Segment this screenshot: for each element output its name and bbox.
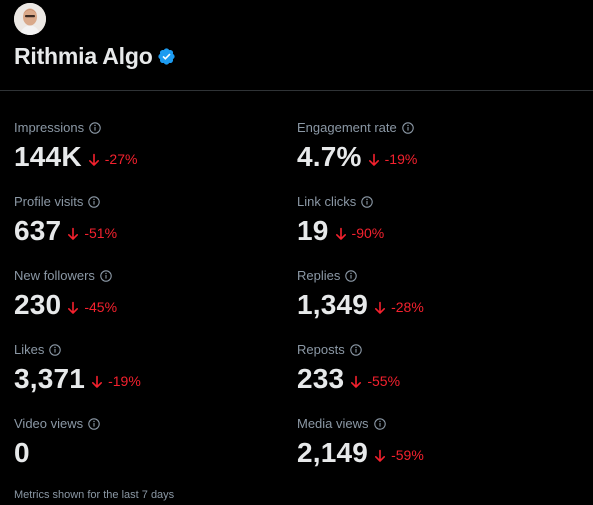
metric-change-value: -55% [367,373,401,389]
metric-value: 1,349 [297,289,369,320]
metric-change-value: -19% [108,373,141,389]
arrow-down-icon [91,375,103,389]
metric-change: -51% [67,225,117,241]
metric-change-value: -90% [351,225,385,241]
metric-likes: Likes 3,371 -19% [14,340,274,395]
metric-change: -90% [335,225,385,241]
metric-change: -28% [374,299,424,315]
info-icon[interactable] [49,343,62,356]
metric-label: Reposts [297,341,345,357]
metric-change: -45% [67,299,117,315]
arrow-down-icon [67,227,79,241]
metric-change-value: -51% [84,225,118,241]
metric-label: Likes [14,341,45,357]
profile-header: Rithmia Algo [14,40,176,72]
info-icon[interactable] [345,269,358,282]
metric-change: -55% [350,373,400,389]
metric-change-value: -45% [84,299,118,315]
verified-badge-icon [157,47,176,66]
metric-change: -27% [88,151,138,167]
info-icon[interactable] [401,121,414,134]
metric-change: -19% [368,151,418,167]
header-divider [0,90,593,91]
info-icon[interactable] [361,195,373,208]
avatar-image [14,3,46,35]
metric-video-views: Video views 0 [14,414,274,469]
metric-change-value: -59% [391,447,424,463]
avatar[interactable] [14,3,46,35]
metric-label: Engagement rate [297,119,397,135]
info-icon[interactable] [100,269,112,282]
metric-link-clicks: Link clicks 19 -90% [297,192,557,247]
arrow-down-icon [374,301,386,315]
metric-impressions: Impressions 144K -27% [14,118,274,173]
info-icon[interactable] [373,417,386,430]
metric-label: Video views [14,415,84,431]
metrics-period-note: Metrics shown for the last 7 days [14,489,175,501]
info-icon[interactable] [88,195,101,208]
metric-value: 3,371 [14,363,86,394]
metric-new-followers: New followers 230 -45% [14,266,274,321]
metric-replies: Replies 1,349 -28% [297,266,557,321]
metric-value: 144K [14,141,82,172]
metric-reposts: Reposts 233 -55% [297,340,557,395]
metric-label: New followers [14,267,95,283]
metric-value: 4.7% [297,141,362,172]
metric-engagement-rate: Engagement rate 4.7% -19% [297,118,557,173]
metric-change-value: -27% [104,151,138,167]
metric-profile-visits: Profile visits 637 -51% [14,192,274,247]
arrow-down-icon [335,227,347,241]
metric-label: Profile visits [14,193,84,209]
info-icon[interactable] [349,343,362,356]
metric-change-value: -19% [384,151,418,167]
metric-change-value: -28% [391,299,424,315]
arrow-down-icon [88,153,100,167]
metric-change: -59% [374,447,424,463]
arrow-down-icon [350,375,362,389]
metric-value: 0 [14,437,30,468]
arrow-down-icon [374,449,386,463]
metric-value: 19 [297,215,329,246]
profile-name[interactable]: Rithmia Algo [14,42,153,69]
arrow-down-icon [368,153,380,167]
arrow-down-icon [67,301,79,315]
metric-value: 637 [14,215,62,246]
info-icon[interactable] [88,417,100,430]
metric-media-views: Media views 2,149 -59% [297,414,557,469]
metric-value: 230 [14,289,62,320]
metric-value: 233 [297,363,345,394]
metric-change: -19% [91,373,141,389]
metric-value: 2,149 [297,437,369,468]
metric-label: Media views [297,415,369,431]
metric-label: Replies [297,267,341,283]
metric-label: Impressions [14,119,85,135]
metric-label: Link clicks [297,193,357,209]
info-icon[interactable] [89,121,101,134]
